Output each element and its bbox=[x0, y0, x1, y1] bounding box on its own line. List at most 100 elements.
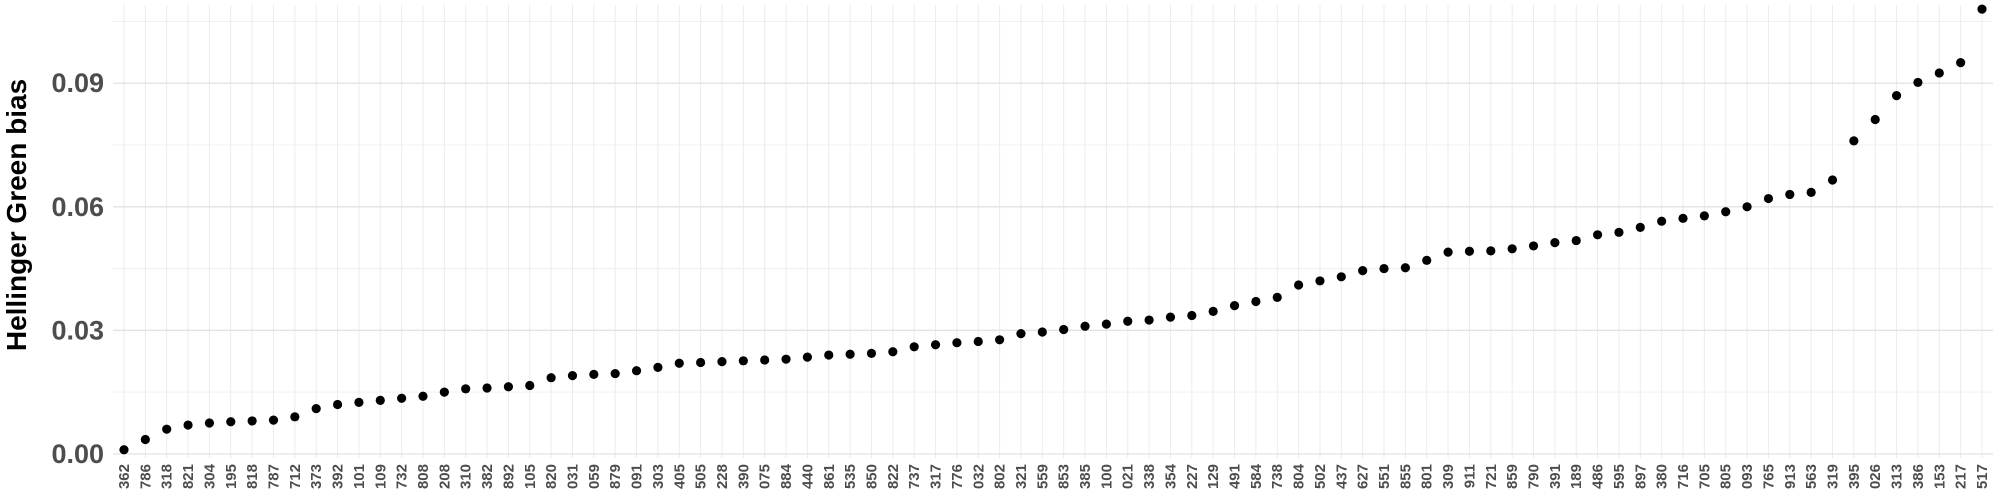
data-point bbox=[226, 417, 236, 427]
data-point bbox=[760, 355, 770, 365]
data-point bbox=[802, 352, 813, 362]
x-tick-label: 382 bbox=[479, 464, 496, 489]
x-tick-label: 802 bbox=[992, 464, 1009, 489]
data-point bbox=[1934, 68, 1944, 78]
data-point bbox=[717, 357, 727, 367]
x-tick-label: 486 bbox=[1590, 464, 1607, 489]
x-tick-label: 853 bbox=[1056, 464, 1073, 489]
y-tick-label: 0.09 bbox=[51, 68, 104, 98]
data-point bbox=[674, 358, 684, 368]
x-tick-label: 228 bbox=[714, 464, 731, 489]
x-tick-label: 732 bbox=[394, 464, 411, 489]
x-tick-label: 392 bbox=[330, 464, 347, 489]
data-point bbox=[525, 380, 535, 391]
data-point bbox=[952, 338, 962, 348]
data-point bbox=[461, 384, 471, 394]
data-point bbox=[1336, 272, 1346, 282]
x-tick-label: 705 bbox=[1696, 464, 1713, 489]
x-tick-label: 776 bbox=[949, 464, 966, 489]
data-point bbox=[1956, 58, 1966, 68]
data-point bbox=[1827, 175, 1838, 185]
data-point bbox=[1528, 241, 1539, 251]
x-tick-label: 437 bbox=[1333, 464, 1350, 489]
data-point bbox=[1016, 329, 1026, 339]
data-point bbox=[1187, 310, 1197, 321]
data-point bbox=[290, 412, 300, 422]
x-tick-label: 310 bbox=[458, 464, 475, 489]
x-tick-label: 491 bbox=[1227, 464, 1244, 489]
x-tick-label: 026 bbox=[1867, 464, 1884, 489]
data-point bbox=[1272, 292, 1282, 302]
x-tick-label: 303 bbox=[650, 464, 667, 489]
x-tick-label: 101 bbox=[351, 464, 368, 489]
data-point bbox=[567, 371, 578, 381]
data-point bbox=[1870, 114, 1880, 125]
y-tick-label: 0.03 bbox=[51, 315, 104, 345]
x-axis-ticks: 362 786 318 821 304 195 818 787 712 373 392 101 109 7… bbox=[116, 463, 1991, 489]
data-point bbox=[1592, 230, 1603, 240]
data-point bbox=[375, 395, 385, 405]
data-point bbox=[183, 420, 193, 430]
data-point bbox=[653, 362, 663, 372]
x-tick-label: 031 bbox=[564, 464, 581, 489]
data-point bbox=[589, 369, 599, 380]
data-point bbox=[888, 347, 898, 357]
x-tick-label: 804 bbox=[1291, 463, 1308, 489]
x-tick-label: 502 bbox=[1312, 464, 1329, 489]
x-tick-label: 100 bbox=[1098, 464, 1115, 489]
x-tick-label: 321 bbox=[1013, 464, 1030, 489]
x-tick-label: 551 bbox=[1376, 464, 1393, 489]
x-tick-label: 595 bbox=[1611, 464, 1628, 489]
data-point bbox=[140, 434, 150, 445]
data-point bbox=[930, 340, 941, 350]
x-tick-label: 313 bbox=[1889, 464, 1906, 489]
data-point bbox=[909, 342, 919, 352]
x-tick-label: 395 bbox=[1846, 464, 1863, 489]
data-point bbox=[397, 393, 407, 403]
x-tick-label: 227 bbox=[1184, 464, 1201, 489]
data-point bbox=[1891, 91, 1902, 101]
x-tick-label: 805 bbox=[1718, 464, 1735, 489]
data-point bbox=[1080, 321, 1090, 331]
grid-lines bbox=[113, 5, 1993, 458]
x-tick-label: 721 bbox=[1483, 464, 1500, 489]
data-point bbox=[1571, 235, 1581, 246]
x-tick-label: 808 bbox=[415, 464, 432, 489]
x-tick-label: 563 bbox=[1803, 464, 1820, 489]
x-tick-label: 304 bbox=[201, 463, 218, 489]
x-tick-label: 129 bbox=[1205, 464, 1222, 489]
x-tick-label: 319 bbox=[1825, 464, 1842, 489]
x-tick-label: 217 bbox=[1953, 464, 1970, 489]
x-tick-label: 391 bbox=[1547, 464, 1564, 489]
x-tick-label: 820 bbox=[543, 464, 560, 489]
x-tick-label: 109 bbox=[372, 464, 389, 489]
x-tick-label: 822 bbox=[885, 464, 902, 489]
data-point bbox=[1614, 227, 1624, 237]
x-tick-label: 913 bbox=[1782, 464, 1799, 489]
x-tick-label: 884 bbox=[778, 463, 795, 489]
x-tick-label: 892 bbox=[500, 464, 517, 489]
data-point bbox=[1422, 255, 1432, 265]
data-point bbox=[311, 403, 321, 414]
x-tick-label: 373 bbox=[308, 464, 325, 489]
x-tick-label: 380 bbox=[1654, 464, 1671, 489]
data-point bbox=[247, 416, 257, 426]
data-point bbox=[1315, 276, 1325, 286]
x-tick-label: 765 bbox=[1760, 464, 1777, 489]
x-tick-label: 309 bbox=[1440, 464, 1457, 489]
data-point bbox=[162, 424, 172, 434]
data-point bbox=[439, 387, 449, 397]
data-point bbox=[631, 366, 642, 376]
x-tick-label: 716 bbox=[1675, 464, 1692, 489]
data-point bbox=[1400, 263, 1410, 273]
data-point bbox=[1806, 187, 1816, 197]
data-point bbox=[1550, 238, 1560, 248]
data-point bbox=[1251, 296, 1261, 307]
data-point bbox=[546, 373, 556, 383]
x-tick-label: 738 bbox=[1269, 464, 1286, 489]
data-point bbox=[482, 383, 492, 393]
x-tick-label: 821 bbox=[180, 464, 197, 489]
x-tick-label: 091 bbox=[629, 464, 646, 489]
data-point bbox=[1037, 327, 1047, 337]
x-tick-label: 354 bbox=[1162, 463, 1179, 489]
